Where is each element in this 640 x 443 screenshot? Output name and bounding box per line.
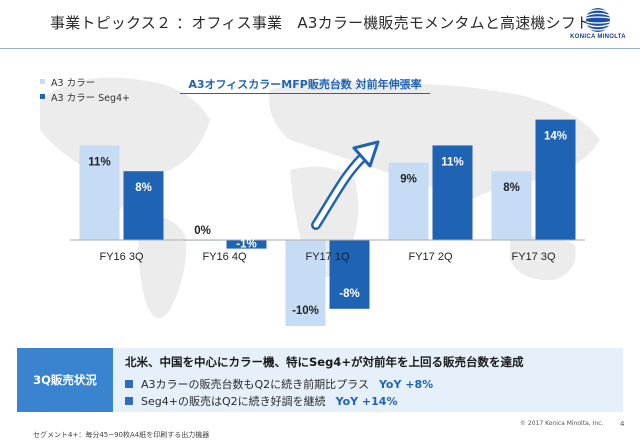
category-label: FY17 2Q <box>408 251 452 263</box>
legend-label: A3 カラー Seg4+ <box>51 92 130 104</box>
category-label: FY16 3Q <box>99 251 143 263</box>
title-divider <box>0 48 640 49</box>
logo-text: KONICA MINOLTA <box>570 34 626 40</box>
bars-group <box>79 119 576 326</box>
legend-swatch-a3-color <box>40 79 45 84</box>
category-label: FY17 1Q <box>305 251 349 263</box>
bar-fy16-4q-s1 <box>226 240 267 249</box>
chart-legend: A3 カラー A3 カラー Seg4+ <box>40 74 130 104</box>
status-headline: 北米、中国を中心にカラー機、特にSeg4+が対前年を上回る販売台数を達成 <box>125 355 524 369</box>
konica-minolta-logo: KONICA MINOLTA <box>568 6 628 44</box>
data-label: -8% <box>339 288 359 300</box>
sales-status-box: 3Q販売状況 北米、中国を中心にカラー機、特にSeg4+が対前年を上回る販売台数… <box>17 348 623 412</box>
legend-item: A3 カラー <box>40 74 130 89</box>
category-label: FY17 3Q <box>511 251 555 263</box>
status-item: Seg4+の販売はQ2に続き好調を継続 YoY +14% <box>125 393 397 409</box>
footnote: セグメント4+：毎分45~90枚A4紙を印刷する出力機器 <box>33 431 210 439</box>
status-item: A3カラーの販売台数もQ2に続き前期比プラス YoY +8% <box>125 376 433 392</box>
data-label: 9% <box>400 174 417 186</box>
square-bullet-icon <box>125 380 133 388</box>
data-label: -1% <box>236 239 256 251</box>
bar-fy16-3q-s0 <box>79 145 120 240</box>
bar-fy17-1q-s0 <box>285 240 326 326</box>
status-item-text: Seg4+の販売はQ2に続き好調を継続 <box>141 395 326 408</box>
growth-arrow-icon <box>311 140 380 230</box>
legend-item: A3 カラー Seg4+ <box>40 89 130 104</box>
labels-group: 11% 8% FY16 3Q 0% -1%FY16 4Q -10% -8% FY17 1Q 9%… <box>88 131 567 317</box>
status-item-text: A3カラーの販売台数もQ2に続き前期比プラス <box>141 378 369 391</box>
data-label: 8% <box>503 182 520 194</box>
chart-title: A3オフィスカラーMFP販売台数 対前年伸張率 <box>188 78 422 91</box>
data-label: 0% <box>194 225 211 237</box>
legend-label: A3 カラー <box>51 77 96 89</box>
status-tag: 3Q販売状況 <box>17 348 113 412</box>
page-title: 事業トピックス２ ：オフィス事業 A3カラー機販売モメンタムと高速機シフト <box>50 14 592 32</box>
bar-fy17-3q-s0 <box>491 171 532 240</box>
data-label: 8% <box>135 182 152 194</box>
data-label: -10% <box>292 305 319 317</box>
legend-swatch-a3-seg4 <box>40 94 45 99</box>
title-bar: 事業トピックス２ ：オフィス事業 A3カラー機販売モメンタムと高速機シフト KO… <box>0 0 640 49</box>
bar-fy17-2q-s0 <box>388 162 429 240</box>
bar-fy16-3q-s1 <box>123 171 164 240</box>
globe-logo-icon <box>586 8 610 32</box>
bar-fy17-1q-s1 <box>329 240 370 309</box>
square-bullet-icon <box>125 397 133 405</box>
chart-title-underline <box>180 93 430 94</box>
category-label: FY16 4Q <box>202 251 246 263</box>
status-item-yoy: YoY +8% <box>378 377 434 391</box>
bar-chart: 11% 8% FY16 3Q 0% -1%FY16 4Q -10% -8% FY17 1Q 9%… <box>70 119 585 326</box>
copyright: © 2017 Konica Minolta, Inc. <box>520 420 604 427</box>
page-number: 4 <box>620 420 625 428</box>
data-label: 14% <box>544 131 567 143</box>
bar-fy17-3q-s1 <box>535 119 576 240</box>
data-label: 11% <box>441 156 463 168</box>
status-item-yoy: YoY +14% <box>335 394 398 408</box>
bar-fy17-2q-s1 <box>432 145 473 240</box>
data-label: 11% <box>88 156 110 168</box>
